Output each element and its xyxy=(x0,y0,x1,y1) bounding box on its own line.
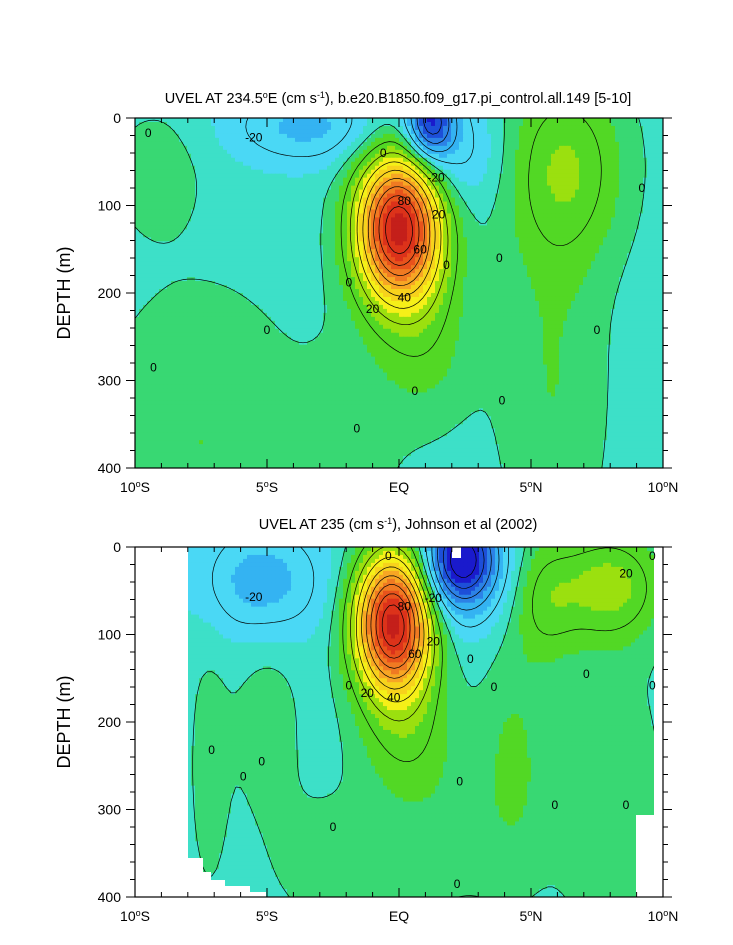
contour-label: 0 xyxy=(456,775,463,789)
contour-label: 0 xyxy=(330,820,337,834)
contour-labels-model: 0 -20 0 -20 80 20 60 0 0 0 0 40 20 0 0 0 0 0 0 xyxy=(145,126,646,436)
y-tick-label: 200 xyxy=(98,714,122,730)
contour-label: 0 xyxy=(551,798,558,812)
y-tick-label: 300 xyxy=(98,802,122,818)
chart-title-model: UVEL AT 234.5oE (cm s-1), b.e20.B1850.f0… xyxy=(165,90,632,107)
contour-label: 0 xyxy=(240,769,247,783)
contour-label: 20 xyxy=(427,635,441,649)
contour-label: 0 xyxy=(258,754,265,768)
contour-label: 0 xyxy=(594,323,601,337)
y-tick-label: 200 xyxy=(98,285,122,301)
x-tick-label: 5oN xyxy=(520,479,543,495)
contour-label: 20 xyxy=(619,566,633,580)
contour-label: 80 xyxy=(398,194,412,208)
contour-label: 0 xyxy=(380,146,387,160)
x-tick-label: 5oN xyxy=(520,908,543,924)
contour-label: 0 xyxy=(345,276,352,290)
contour-label: 0 xyxy=(454,877,461,891)
y-axis-label-observation: DEPTH (m) xyxy=(54,676,74,769)
contour-label: -20 xyxy=(427,171,445,185)
contour-label: -20 xyxy=(245,590,263,604)
contour-label: 0 xyxy=(496,251,503,265)
model-panel: UVEL AT 234.5oE (cm s-1), b.e20.B1850.f0… xyxy=(54,90,678,495)
x-tick-label: EQ xyxy=(389,908,409,924)
contour-label: 60 xyxy=(413,242,427,256)
contour-label: 0 xyxy=(467,652,474,666)
contour-label: 0 xyxy=(208,743,215,757)
x-axis-observation: 10oS 5oS EQ 5oN 10oN xyxy=(120,547,678,924)
contour-fill-model xyxy=(135,118,663,468)
contour-label: 0 xyxy=(411,384,418,398)
y-axis-label-model: DEPTH (m) xyxy=(54,247,74,340)
contour-label: -20 xyxy=(245,130,263,144)
y-tick-label: 400 xyxy=(98,460,122,476)
contour-label: 0 xyxy=(150,360,157,374)
contour-label: 80 xyxy=(398,600,412,614)
observation-panel: UVEL AT 235 (cm s-1), Johnson et al (200… xyxy=(54,516,678,924)
y-tick-label: 400 xyxy=(98,889,122,905)
contour-label: 0 xyxy=(639,181,646,195)
contour-label: 0 xyxy=(649,678,656,692)
contour-label: 0 xyxy=(443,258,450,272)
contour-label: 20 xyxy=(432,207,446,221)
x-tick-label: EQ xyxy=(389,479,409,495)
contour-label: 0 xyxy=(623,798,630,812)
contour-label: 0 xyxy=(491,680,498,694)
contour-label: -20 xyxy=(425,591,443,605)
contour-label: 0 xyxy=(353,422,360,436)
y-tick-label: 300 xyxy=(98,373,122,389)
contour-label: 0 xyxy=(499,394,506,408)
contour-lines-model xyxy=(135,118,646,468)
y-tick-label: 100 xyxy=(98,627,122,643)
x-tick-label: 10oN xyxy=(648,479,679,495)
contour-label: 20 xyxy=(361,686,375,700)
contour-label: 0 xyxy=(385,549,392,563)
x-tick-label: 10oS xyxy=(120,908,150,924)
contour-label: 0 xyxy=(583,667,590,681)
contour-label: 0 xyxy=(345,678,352,692)
x-tick-label: 5oS xyxy=(256,908,278,924)
chart-title-observation: UVEL AT 235 (cm s-1), Johnson et al (200… xyxy=(259,516,538,533)
contour-label: 40 xyxy=(387,691,401,705)
x-tick-label: 5oS xyxy=(256,479,278,495)
x-tick-label: 10oN xyxy=(648,908,679,924)
y-tick-label: 0 xyxy=(113,539,121,555)
contour-label: 40 xyxy=(398,290,412,304)
y-tick-label: 100 xyxy=(98,198,122,214)
x-tick-label: 10oS xyxy=(120,479,150,495)
contour-label: 0 xyxy=(649,549,656,563)
contour-label: 60 xyxy=(408,647,422,661)
y-tick-label: 0 xyxy=(113,110,121,126)
x-axis-model: 10oS 5oS EQ 5oN 10oN xyxy=(120,118,678,495)
contour-label: 20 xyxy=(366,302,380,316)
contour-label: 0 xyxy=(264,323,271,337)
contour-label: 0 xyxy=(145,126,152,140)
